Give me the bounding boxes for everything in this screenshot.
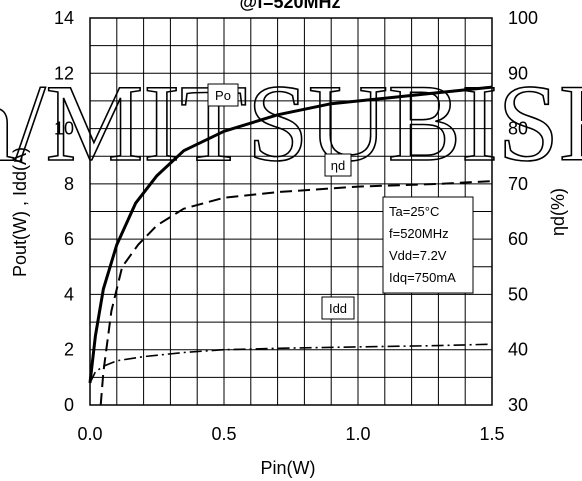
tick-labels: 0.0 0.5 1.0 1.5 0 2 4 6 8 10 12 14 30 40 50 60 70 80 90 100 bbox=[54, 8, 538, 444]
y-right-tick-label: 30 bbox=[508, 395, 528, 415]
y-left-tick-label: 10 bbox=[54, 119, 74, 139]
condition-idq: Idq=750mA bbox=[389, 270, 456, 285]
y-right-tick-label: 60 bbox=[508, 229, 528, 249]
series-line-d bbox=[99, 180, 493, 406]
y-left-tick-label: 6 bbox=[64, 229, 74, 249]
svg-text:ηd: ηd bbox=[331, 158, 345, 173]
callout-nd: ηd bbox=[324, 153, 352, 177]
svg-text:Po: Po bbox=[215, 88, 231, 103]
series-line-idd bbox=[89, 343, 493, 384]
y-right-tick-label: 90 bbox=[508, 63, 528, 83]
y-left-tick-label: 8 bbox=[64, 174, 74, 194]
y-axis-left-title: Pout(W) , Idd(A) bbox=[10, 147, 30, 277]
plot-frame bbox=[89, 17, 493, 406]
y-right-tick-label: 70 bbox=[508, 174, 528, 194]
y-right-tick-label: 100 bbox=[508, 8, 538, 28]
x-tick-label: 0.5 bbox=[211, 424, 236, 444]
chart-title: @f=520MHz bbox=[239, 0, 340, 12]
svg-text:Idd: Idd bbox=[329, 301, 347, 316]
callout-po: Po bbox=[207, 83, 239, 107]
watermark: n/MITSUBISHI bbox=[0, 62, 582, 184]
y-left-tick-label: 2 bbox=[64, 340, 74, 360]
y-right-tick-label: 80 bbox=[508, 119, 528, 139]
y-right-tick-label: 50 bbox=[508, 284, 528, 304]
callout-idd: Idd bbox=[321, 296, 355, 320]
x-axis-title: Pin(W) bbox=[261, 458, 316, 478]
conditions-box: Ta=25°C f=520MHz Vdd=7.2V Idq=750mA bbox=[382, 196, 474, 294]
y-axis-right-title: ηd(%) bbox=[548, 188, 568, 236]
y-left-tick-label: 4 bbox=[64, 284, 74, 304]
x-tick-label: 1.5 bbox=[479, 424, 504, 444]
x-tick-label: 0.0 bbox=[77, 424, 102, 444]
y-left-tick-label: 12 bbox=[54, 63, 74, 83]
condition-f: f=520MHz bbox=[389, 226, 449, 241]
y-left-tick-label: 14 bbox=[54, 8, 74, 28]
y-right-tick-label: 40 bbox=[508, 340, 528, 360]
condition-vdd: Vdd=7.2V bbox=[389, 248, 447, 263]
y-left-tick-label: 0 bbox=[64, 395, 74, 415]
condition-ta: Ta=25°C bbox=[389, 204, 439, 219]
x-tick-label: 1.0 bbox=[345, 424, 370, 444]
series-line-po bbox=[88, 85, 493, 384]
series-layer bbox=[88, 85, 493, 406]
